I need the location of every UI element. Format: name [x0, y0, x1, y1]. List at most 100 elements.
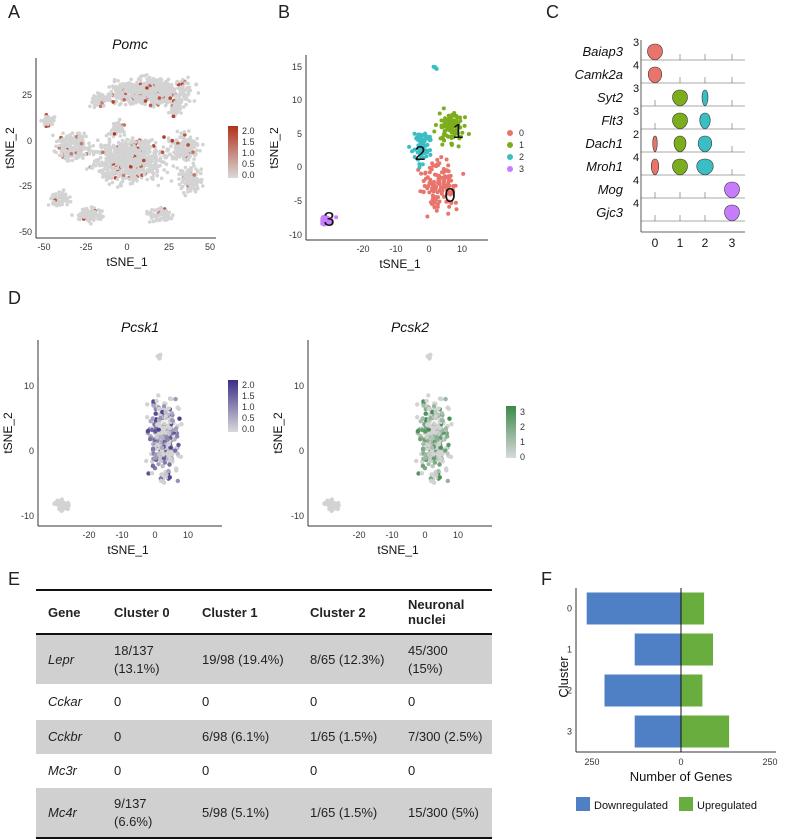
tsne-point: [159, 205, 163, 210]
tsne-point: [447, 416, 452, 421]
tsne-point: [96, 161, 100, 166]
tsne-point: [169, 411, 175, 416]
tsne-point: [167, 216, 172, 220]
cluster-point: [435, 181, 440, 186]
violin-cluster-label: 0: [652, 236, 659, 250]
panel-d2-ytick-0: 10: [294, 381, 304, 391]
tsne-point: [138, 162, 142, 166]
cluster-point: [425, 186, 430, 191]
panel-b-cluster-tsne: 15 10 5 0 -5 -10 -20 -10 0 10 tSNE_1 tSN…: [270, 55, 524, 271]
tsne-point: [132, 178, 136, 182]
tsne-point: [121, 158, 125, 163]
tsne-point: [143, 102, 147, 107]
tsne-point: [148, 145, 152, 150]
tsne-point: [96, 150, 101, 154]
tsne-point: [154, 422, 160, 427]
tsne-point: [162, 153, 166, 158]
tsne-point: [151, 219, 156, 224]
tsne-point: [129, 164, 133, 169]
tsne-point: [138, 85, 143, 89]
tsne-point: [431, 480, 437, 485]
tsne-point: [429, 445, 435, 450]
tsne-point: [176, 141, 180, 146]
tsne-point: [129, 89, 134, 94]
cluster-point: [442, 132, 446, 136]
tsne-point: [161, 480, 167, 485]
tsne-point: [192, 164, 196, 168]
cluster-point: [334, 215, 339, 220]
panel-b-xtick-3: 10: [457, 244, 467, 254]
tsne-point: [121, 176, 125, 181]
tsne-point: [121, 155, 126, 159]
tsne-point: [181, 149, 185, 153]
cluster-point: [416, 143, 421, 148]
tsne-point: [421, 403, 426, 408]
panel-d1-xlabel: tSNE_1: [107, 543, 149, 557]
cluster-point: [425, 150, 430, 154]
tsne-point: [156, 79, 160, 83]
cluster-point: [433, 123, 438, 127]
tsne-point: [188, 185, 192, 190]
tsne-point: [52, 116, 56, 120]
tsne-point: [145, 177, 149, 182]
tsne-point: [170, 106, 174, 111]
cluster-point: [437, 111, 442, 116]
tsne-point: [426, 461, 431, 467]
panel-a-ytick-0: 25: [22, 90, 32, 100]
tsne-point: [189, 167, 194, 172]
panel-d1-ytick-0: 10: [24, 381, 34, 391]
tsne-point: [167, 425, 173, 431]
tsne-point: [110, 145, 115, 150]
violin-cluster-label: 2: [702, 236, 709, 250]
violin-shape: [724, 181, 740, 199]
panel-d2-legend-3: 0: [520, 452, 525, 462]
panel-a-xtick-2: 0: [124, 242, 129, 252]
tsne-point: [156, 406, 161, 412]
tsne-point: [77, 135, 81, 139]
tsne-point: [160, 150, 165, 154]
tsne-point: [87, 141, 91, 145]
tsne-point: [196, 186, 200, 191]
tsne-point: [91, 144, 95, 148]
panel-label-d: D: [8, 288, 21, 308]
table-header: Cluster 0: [102, 589, 190, 635]
panel-d2-xtick-3: 10: [453, 530, 463, 540]
tsne-point: [118, 117, 122, 122]
tsne-point: [167, 88, 171, 92]
tsne-point: [155, 168, 159, 172]
tsne-point: [107, 182, 112, 187]
panel-d1-legend-4: 0.0: [242, 424, 255, 434]
cluster-point: [454, 207, 459, 212]
cluster-point: [441, 106, 446, 111]
tsne-point: [157, 96, 162, 100]
tsne-point: [153, 160, 157, 164]
cluster-point: [420, 146, 425, 151]
table-cell-gene: Mc4r: [36, 788, 102, 839]
panel-a-title: Pomc: [112, 36, 148, 52]
cluster-point: [442, 179, 446, 184]
table-cell: 0: [310, 763, 318, 778]
tsne-point: [437, 425, 443, 431]
table-header: Cluster 1: [190, 589, 298, 635]
violin-scale-label: 2: [633, 129, 639, 141]
tsne-point: [58, 143, 62, 148]
tsne-point: [158, 212, 162, 217]
tsne-point: [194, 177, 199, 181]
tsne-point: [149, 92, 153, 97]
tsne-point: [120, 165, 124, 169]
tsne-point: [187, 91, 191, 95]
tsne-point: [415, 428, 421, 434]
violin-gene-label: Flt3: [601, 113, 623, 128]
tsne-point: [149, 211, 153, 216]
violin-gene-label: Mroh1: [586, 159, 623, 174]
tsne-point: [150, 463, 156, 468]
tsne-point: [145, 160, 150, 165]
violin-shape: [672, 89, 688, 107]
tsne-point: [68, 199, 73, 204]
tsne-point: [201, 184, 205, 188]
tsne-point: [146, 142, 150, 146]
tsne-point: [420, 463, 426, 468]
tsne-point: [171, 88, 175, 92]
tsne-point: [122, 83, 126, 87]
tsne-point: [147, 156, 151, 161]
